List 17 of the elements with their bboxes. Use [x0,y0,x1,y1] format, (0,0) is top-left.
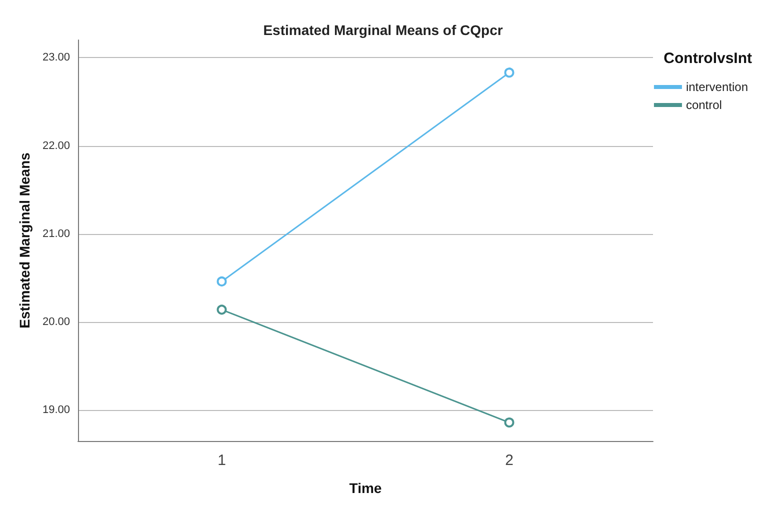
y-tick-label: 22.00 [42,140,70,152]
chart-title: Estimated Marginal Means of CQpcr [263,22,504,38]
y-tick-label: 20.00 [42,316,70,328]
point [504,68,514,78]
legend-title: ControlvsInt [664,50,752,67]
point [504,417,514,428]
legend-label: control [686,98,722,112]
y-tick-label: 21.00 [42,228,70,240]
point [216,276,227,286]
x-tick-label: 2 [505,452,514,469]
legend-label: intervention [686,80,748,94]
point [216,304,227,315]
x-axis-title: Time [349,480,382,496]
x-tick-label: 1 [218,452,226,469]
y-tick-label: 19.00 [42,404,70,416]
y-axis-title: Estimated Marginal Means [16,152,33,328]
y-tick-label: 23.00 [42,52,70,64]
